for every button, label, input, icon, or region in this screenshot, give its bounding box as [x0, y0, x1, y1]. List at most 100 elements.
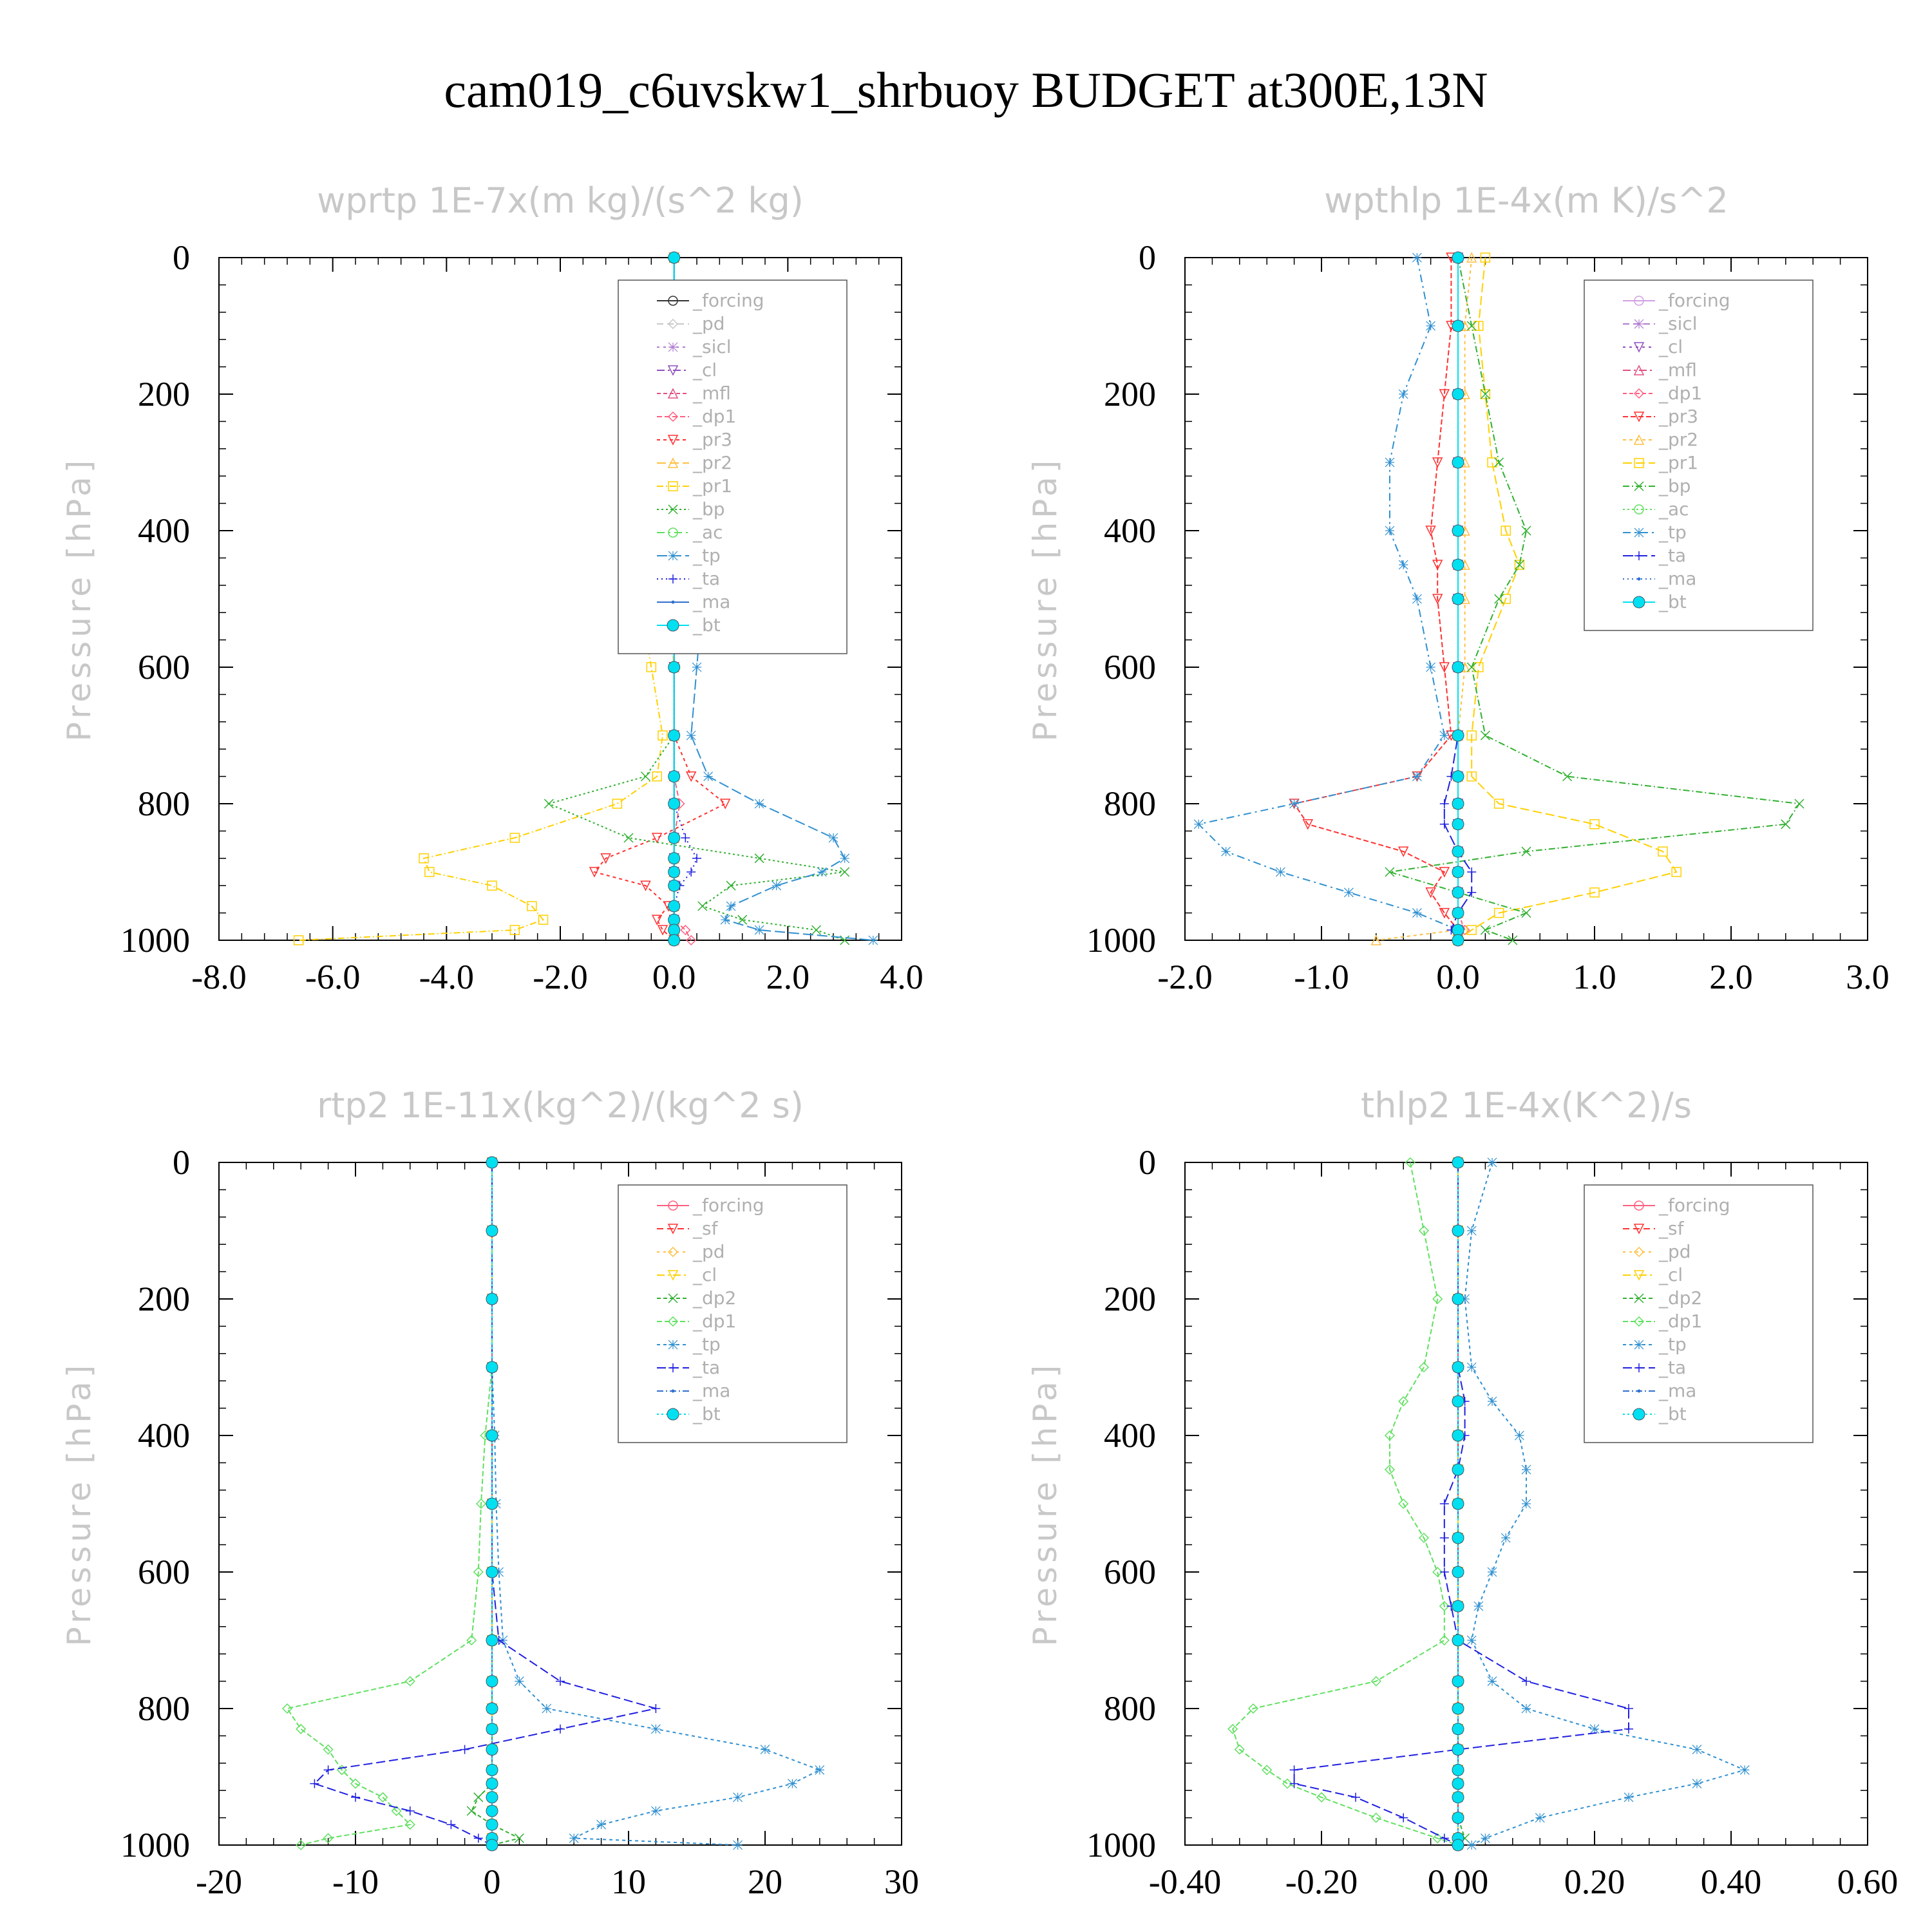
legend_ma-marker	[671, 1389, 675, 1393]
point_pr3-marker	[600, 853, 611, 864]
point_pr2-marker	[1466, 252, 1477, 263]
point_bp-marker	[1466, 662, 1477, 672]
legend_ta-marker	[668, 1363, 677, 1372]
x-tick-label: 30	[884, 1862, 919, 1901]
y-tick-label: 0	[1139, 1143, 1156, 1182]
point_dp1-marker	[1398, 1498, 1409, 1510]
y-tick-label: 400	[1104, 511, 1156, 550]
x-tick-label: -4.0	[419, 958, 474, 996]
x-tick-label: -1.0	[1294, 958, 1349, 996]
legend_ma-marker	[1637, 1389, 1641, 1393]
legend_sicl-marker	[1634, 319, 1644, 329]
point_ta-marker	[556, 1724, 565, 1734]
point_bt-marker	[668, 251, 681, 264]
point_dp1-marker	[1370, 1676, 1381, 1687]
legend-label: _cl	[1658, 336, 1683, 357]
x-tick-label: 0.0	[652, 958, 696, 996]
point_tp-marker	[1480, 1833, 1490, 1843]
plot-frame	[1184, 257, 1868, 941]
legend_forcing-marker	[1634, 296, 1644, 306]
legend_cl-marker	[1633, 342, 1645, 353]
y-tick-label: 200	[138, 375, 190, 413]
point_tp-marker	[494, 1567, 504, 1577]
point_ta-marker	[1522, 1676, 1531, 1686]
legend_sf-marker	[667, 1224, 679, 1235]
legend_pd-marker	[1633, 1246, 1645, 1258]
point_bt-marker	[486, 1723, 498, 1736]
point_ta-marker	[1467, 887, 1477, 897]
legend-label: _forcing	[1658, 1195, 1730, 1216]
point_tp-marker	[1466, 1226, 1477, 1236]
legend_bt-marker	[667, 1408, 679, 1421]
legend_mfl-marker	[1633, 365, 1645, 375]
point_dp1-marker	[466, 1634, 477, 1646]
point_bt-marker	[668, 831, 681, 844]
point_bt-marker	[668, 770, 681, 783]
point_ta-marker	[687, 867, 696, 876]
point_pr1-marker	[1493, 799, 1504, 809]
point_dp1-marker	[1418, 1225, 1430, 1236]
point_bt-marker	[1452, 1395, 1464, 1408]
legend_bp-marker	[1634, 481, 1644, 491]
point_dp1-marker	[1405, 1157, 1416, 1168]
point_bt-marker	[1452, 524, 1464, 537]
legend_pr3-marker	[667, 435, 679, 446]
point_tp-marker	[1275, 867, 1285, 877]
x-tick-label: 3.0	[1846, 958, 1889, 996]
point_pr1-marker	[1671, 867, 1681, 877]
point_bt-marker	[486, 1743, 498, 1756]
point_dp1-marker	[1418, 1361, 1430, 1373]
legend_tp-marker	[668, 1340, 678, 1350]
legend-label: _bt	[1658, 1403, 1687, 1425]
series_pr3	[1289, 252, 1464, 946]
point_tp-marker	[1193, 819, 1204, 829]
legend-box	[618, 1184, 848, 1443]
legend-label: _sf	[692, 1218, 719, 1239]
legend_forcing-marker	[668, 1200, 678, 1211]
point_bt-marker	[486, 1634, 498, 1647]
point_dp1-marker	[1439, 1600, 1450, 1612]
point_tp-marker	[817, 867, 827, 877]
point_dp1-marker	[1398, 1396, 1409, 1407]
point_tp-marker	[1501, 1533, 1511, 1543]
y-tick-label: 400	[1104, 1416, 1156, 1455]
point_bt-marker	[1452, 1675, 1464, 1688]
legend_cl-marker	[667, 1270, 679, 1281]
x-tick-label: 2.0	[1709, 958, 1753, 996]
point_dp1-marker	[686, 934, 697, 946]
x-tick-label: -8.0	[191, 958, 246, 996]
y-tick-label: 800	[1104, 784, 1156, 823]
point_pr1-marker	[538, 914, 549, 925]
point_bt-marker	[1452, 1293, 1464, 1305]
legend_cl-marker	[667, 365, 679, 376]
point_pr3-marker	[1425, 887, 1436, 898]
legend_dp1-marker	[1633, 1316, 1645, 1327]
point_bt-marker	[1452, 1723, 1464, 1736]
point_tp-marker	[650, 1724, 661, 1734]
point_bt-marker	[1452, 1156, 1464, 1169]
legend-label: _tp	[1658, 522, 1687, 543]
legend_bp-marker	[668, 504, 678, 515]
point_pr1-marker	[1501, 526, 1511, 536]
point_pr1-marker	[1466, 730, 1477, 741]
point_tp-marker	[703, 772, 714, 782]
point_bp-marker	[840, 867, 850, 877]
legend-label: _cl	[692, 359, 717, 381]
legend-label: _dp1	[692, 1311, 736, 1332]
legend-label: _ta	[692, 568, 720, 589]
point_pr1-marker	[1589, 819, 1600, 829]
point_bt-marker	[1452, 1763, 1464, 1776]
legend-label: _dp1	[692, 406, 736, 427]
legend-label: _tp	[692, 1334, 721, 1355]
legend-label: _ta	[692, 1357, 720, 1378]
point_bp-marker	[726, 880, 736, 891]
point_dp1-marker	[1227, 1723, 1238, 1734]
y-tick-label: 600	[1104, 1553, 1156, 1591]
point_tp-marker	[1514, 1430, 1524, 1441]
point_tp-marker	[692, 662, 702, 672]
x-tick-label: 4.0	[880, 958, 923, 996]
point_ta-marker	[1439, 1833, 1449, 1843]
point_pr1-marker	[1589, 887, 1600, 898]
point_tp-marker	[569, 1833, 579, 1843]
